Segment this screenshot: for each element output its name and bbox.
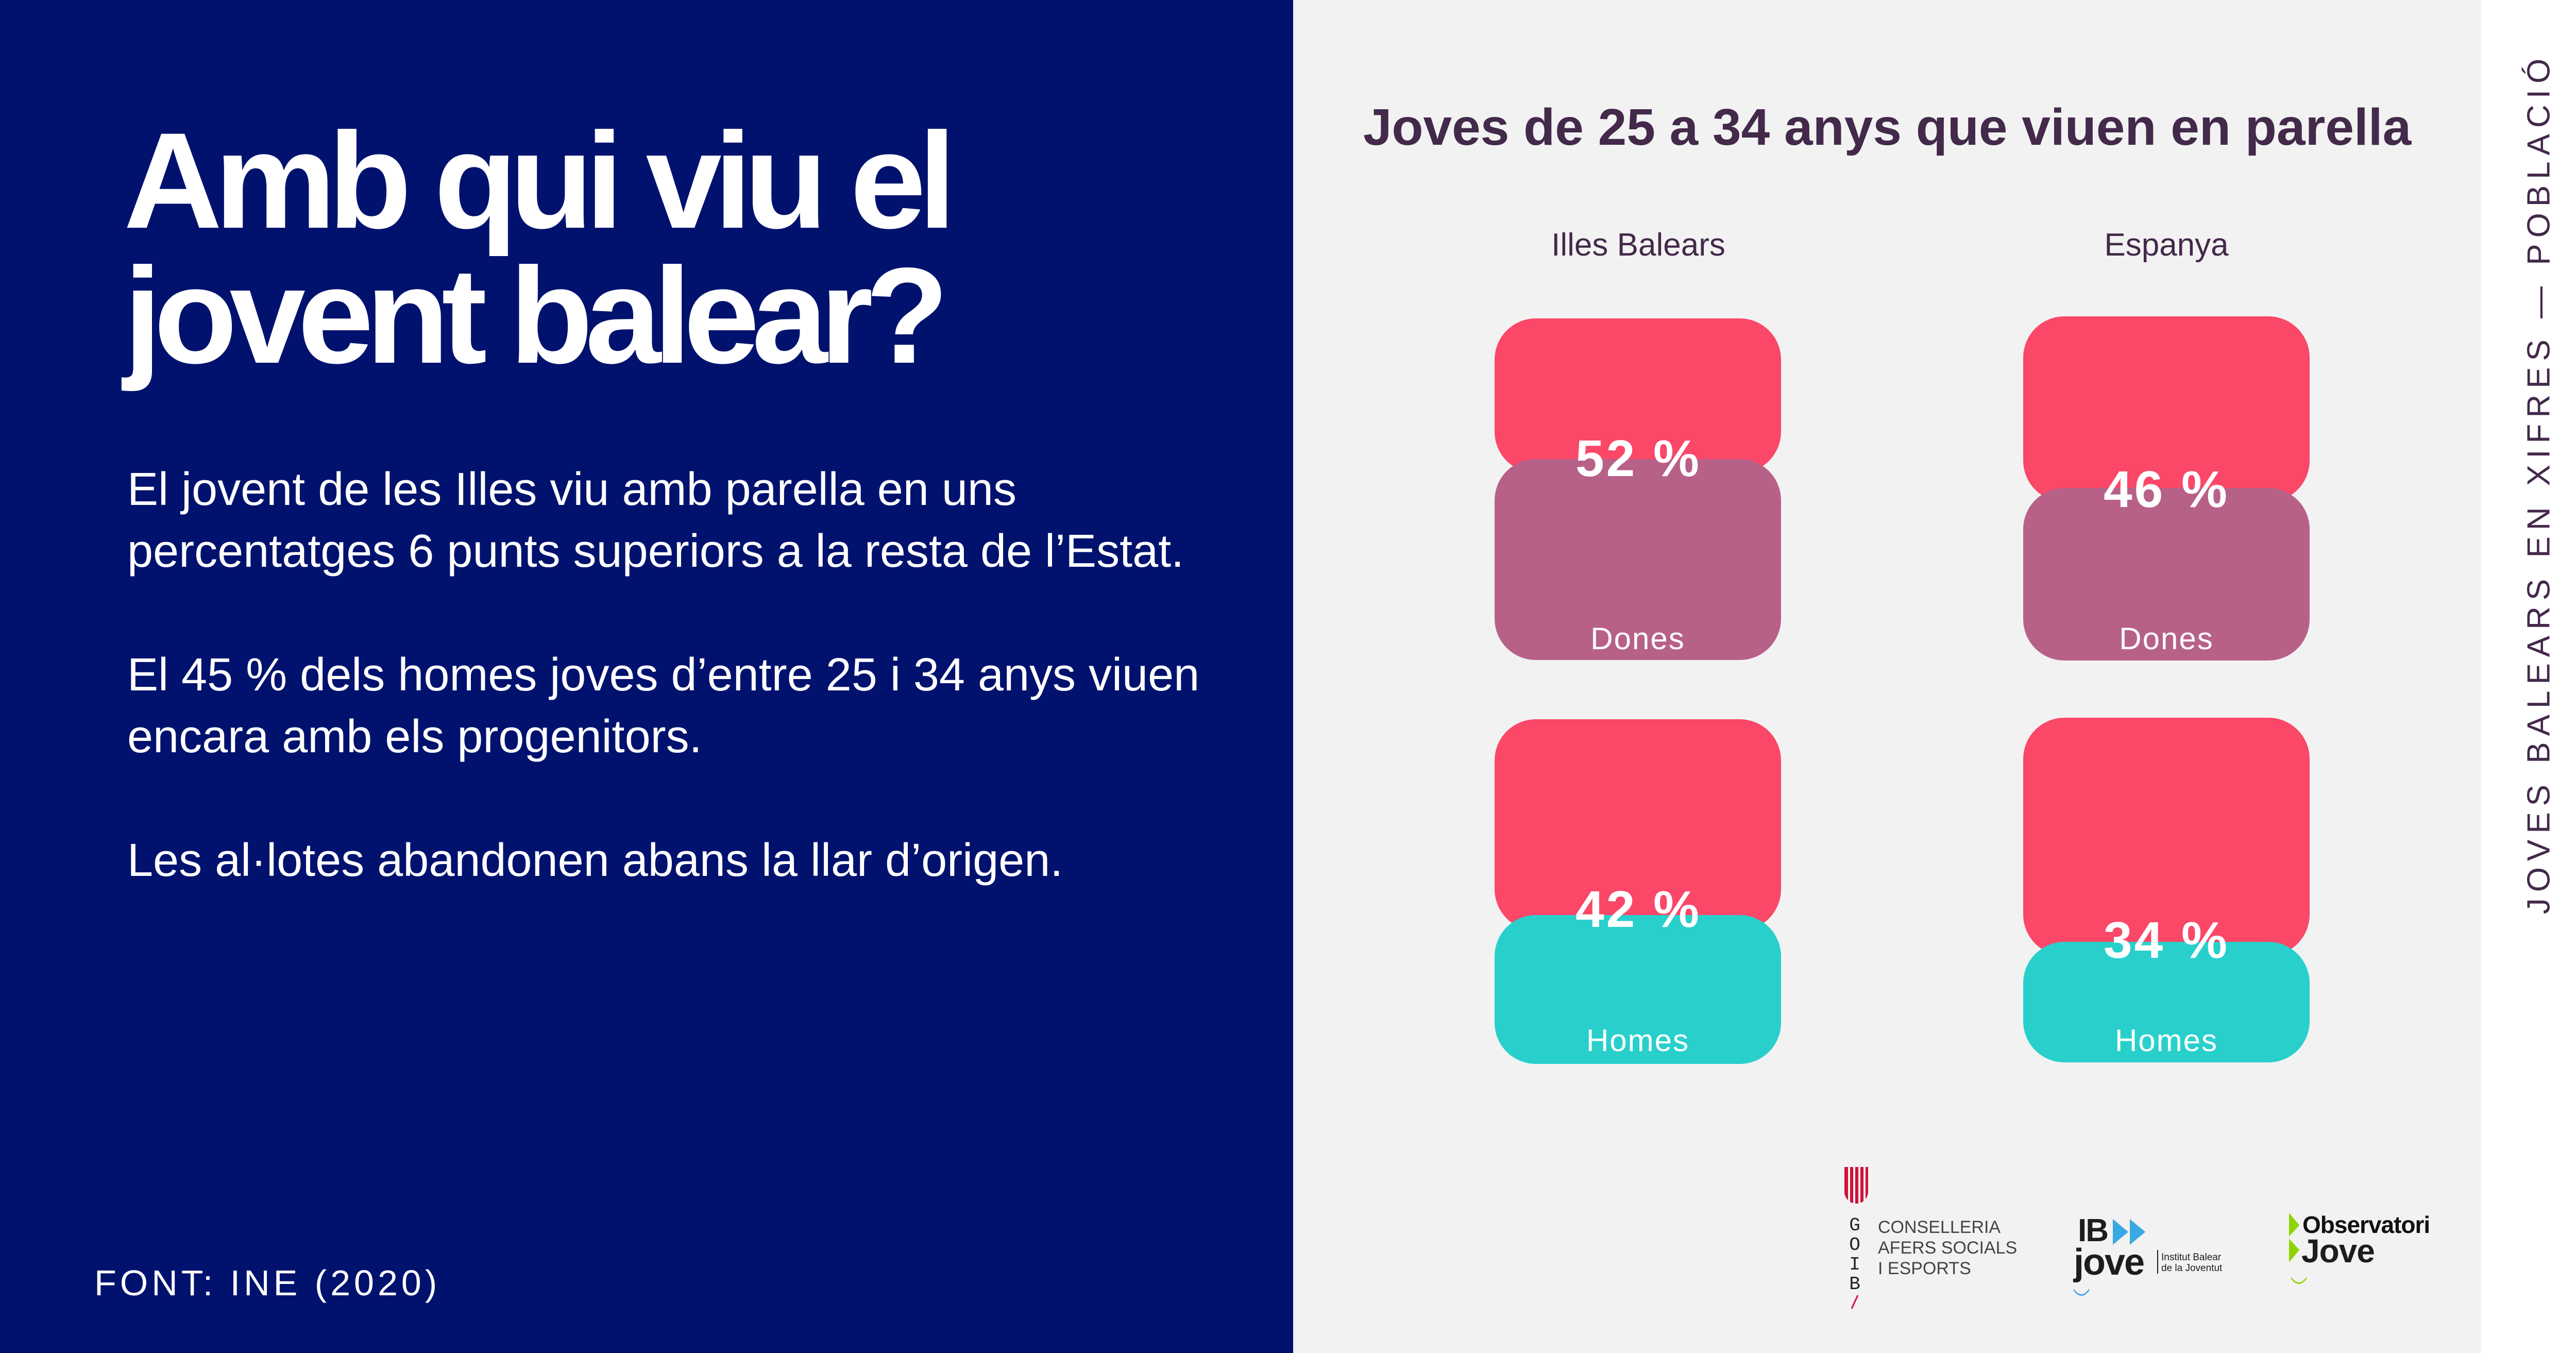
series-label-es-dones: Dones: [2119, 621, 2214, 656]
series-label-ib-homes: Homes: [1586, 1023, 1690, 1058]
goib-line: AFERS SOCIALS: [1878, 1238, 2018, 1258]
goib-letter: B: [1849, 1274, 1860, 1295]
observatori-jove-text: Jove: [2301, 1232, 2375, 1270]
bar-es-homes: [2023, 942, 2310, 1062]
value-label-es-dones: 46 %: [2104, 461, 2229, 518]
series-label-ib-dones: Dones: [1590, 621, 1685, 656]
bar-remainder-es-dones: [2023, 316, 2310, 502]
paragraph-1: El jovent de les Illes viu amb parella e…: [127, 464, 1184, 577]
ibjove-logo: IB jove Institut Balear de la Joventut: [2074, 1215, 2290, 1297]
left-panel: Amb qui viu el jovent balear? El jovent …: [0, 0, 1293, 1353]
value-label-ib-dones: 52 %: [1575, 430, 1701, 487]
goib-letter: G: [1849, 1215, 1860, 1236]
chart-panel: [1293, 0, 2481, 1353]
observatori-smile-icon: [2291, 1277, 2307, 1284]
goib-slash-icon: [1851, 1295, 1859, 1309]
goib-department: CONSELLERIA AFERS SOCIALS I ESPORTS: [1878, 1217, 2017, 1279]
goib-line: I ESPORTS: [1878, 1259, 1971, 1278]
source-note: FONT: INE (2020): [94, 1263, 441, 1303]
column-header-illes-balears: Illes Balears: [1551, 227, 1725, 263]
goib-letters: G O I B: [1847, 1216, 1862, 1315]
paragraph-2: El 45 % dels homes joves d’entre 25 i 34…: [127, 649, 1200, 763]
column-header-espanya: Espanya: [2104, 227, 2229, 263]
ibjove-divider: [2157, 1250, 2158, 1274]
body-text: El jovent de les Illes viu amb parella e…: [127, 459, 1261, 953]
observatori-text: Observatori: [2302, 1211, 2430, 1238]
bar-remainder-es-homes: [2023, 718, 2310, 956]
goib-shield-icon: [1844, 1167, 1868, 1204]
chart-title: Joves de 25 a 34 anys que viuen en parel…: [1363, 98, 2412, 156]
bar-remainder-ib-dones: [1495, 318, 1781, 473]
ibjove-smile-icon: [2074, 1289, 2089, 1296]
bar-es-dones: [2023, 488, 2310, 661]
series-label-es-homes: Homes: [2114, 1023, 2218, 1058]
ibjove-caption: Institut Balear de la Joventut: [2161, 1252, 2222, 1274]
headline: Amb qui viu el jovent balear?: [124, 105, 956, 392]
observatori-jove-logo: Observatori Jove: [2289, 1212, 2459, 1289]
ibjove-caption-line: de la Joventut: [2161, 1263, 2223, 1274]
value-label-ib-homes: 42 %: [1575, 881, 1701, 938]
goib-letter: O: [1849, 1234, 1860, 1256]
side-label: JOVES BALEARS EN XIFRES — POBLACIÓ: [2521, 52, 2557, 915]
headline-line-2: jovent balear?: [124, 240, 949, 392]
bar-remainder-ib-homes: [1495, 719, 1781, 931]
play-arrows-icon: [2289, 1213, 2299, 1262]
bar-ib-homes: [1495, 915, 1781, 1064]
ibjove-jove: jove: [2074, 1242, 2145, 1283]
ibjove-caption-line: Institut Balear: [2161, 1252, 2222, 1263]
goib-letter: I: [1849, 1254, 1860, 1275]
bar-ib-dones: [1495, 459, 1781, 660]
value-label-es-homes: 34 %: [2104, 911, 2229, 969]
side-strip: [2481, 0, 2576, 1353]
paragraph-3: Les al·lotes abandonen abans la llar d’o…: [127, 835, 1063, 886]
ibjove-ib: IB: [2078, 1213, 2109, 1248]
headline-line-1: Amb qui viu el: [124, 105, 956, 257]
fast-forward-icon: [2113, 1219, 2145, 1245]
goib-line: CONSELLERIA: [1878, 1217, 2001, 1237]
